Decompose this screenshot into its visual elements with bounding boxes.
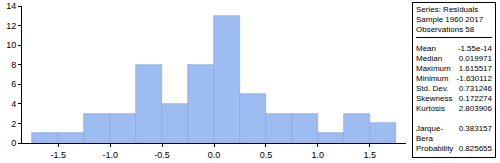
- html-text:0.731246: 0.731246: [458, 84, 492, 93]
- html-text:0.019971: 0.019971: [458, 54, 492, 63]
- svg-text:0: 0: [11, 138, 16, 148]
- html-text:1.615517: 1.615517: [458, 64, 492, 73]
- svg-text:8: 8: [11, 60, 16, 70]
- svg-text:-1.5: -1.5: [51, 150, 67, 160]
- html-text:2.803906: 2.803906: [458, 104, 492, 113]
- html-text:Std. Dev.: Std. Dev.: [416, 84, 449, 93]
- html-text:Median: Median: [416, 54, 443, 63]
- html-text:Kurtosis: Kurtosis: [416, 104, 445, 113]
- svg-text:14: 14: [6, 1, 16, 11]
- svg-text:1.0: 1.0: [312, 150, 325, 160]
- svg-text:4: 4: [11, 99, 16, 109]
- html-text:Observations 58: Observations 58: [416, 25, 475, 34]
- html-text:Sample 1960 2017: Sample 1960 2017: [416, 15, 484, 24]
- svg-text:-0.5: -0.5: [154, 150, 170, 160]
- html-text:0.383157: 0.383157: [458, 124, 492, 133]
- html-text:-1.630112: -1.630112: [456, 74, 492, 83]
- svg-text:0.5: 0.5: [260, 150, 273, 160]
- html-text:Series: Residuals: Series: Residuals: [416, 5, 479, 14]
- html-text:0.825655: 0.825655: [458, 144, 492, 153]
- svg-text:0.0: 0.0: [208, 150, 221, 160]
- svg-text:-1.0: -1.0: [102, 150, 118, 160]
- svg-text:12: 12: [6, 21, 16, 31]
- html-text:Skewness: Skewness: [416, 94, 453, 103]
- html-text:Minimum: Minimum: [416, 74, 449, 83]
- svg-text:10: 10: [6, 40, 16, 50]
- html-text:Mean: Mean: [416, 44, 436, 53]
- html-text:Jarque-Bera: Jarque-Bera: [416, 124, 444, 143]
- svg-text:2: 2: [11, 119, 16, 129]
- svg-text:6: 6: [11, 79, 16, 89]
- html-text:Maximum: Maximum: [416, 64, 451, 73]
- html-text:-1.55e-14: -1.55e-14: [457, 44, 492, 53]
- svg-text:1.5: 1.5: [363, 150, 376, 160]
- html-text:0.172274: 0.172274: [458, 94, 492, 103]
- html-text:Probability: Probability: [416, 144, 454, 153]
